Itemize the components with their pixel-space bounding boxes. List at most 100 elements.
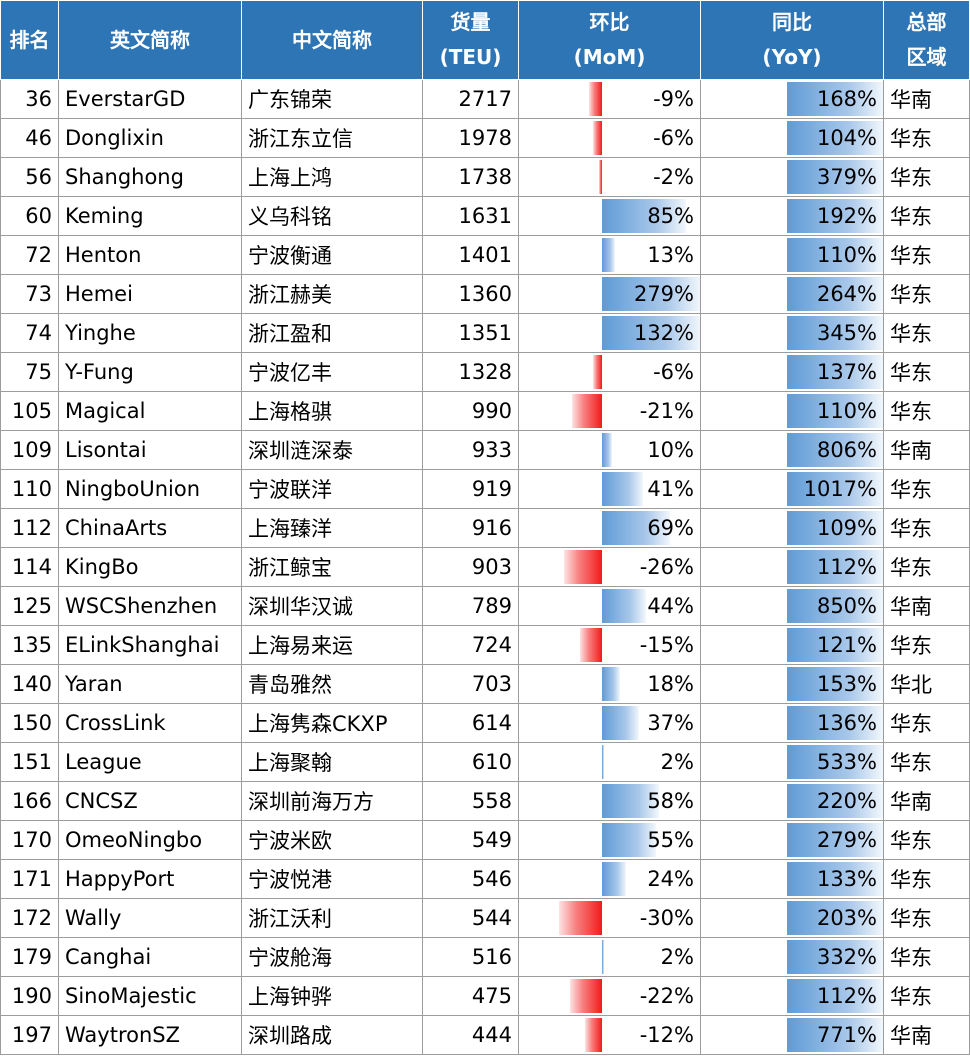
- volume-cell: 903: [422, 547, 519, 587]
- mom-cell: 18%: [518, 664, 701, 704]
- cn-name-cell: 浙江鲸宝: [241, 547, 423, 587]
- volume-cell: 933: [422, 430, 519, 470]
- rank-cell: 125: [0, 586, 59, 626]
- en-name-cell: WSCShenzhen: [58, 586, 242, 626]
- volume-cell: 1351: [422, 313, 519, 353]
- volume-cell: 1631: [422, 196, 519, 236]
- yoy-value: 1017%: [803, 477, 877, 501]
- table-row: 112 ChinaArts 上海臻洋 916 69% 109% 华东: [0, 508, 970, 548]
- mom-cell: -9%: [518, 79, 701, 119]
- table-row: 140 Yaran 青岛雅然 703 18% 153% 华北: [0, 664, 970, 704]
- mom-bar: [602, 784, 660, 818]
- yoy-cell: 112%: [700, 547, 884, 587]
- region-cell: 华东: [883, 118, 970, 158]
- yoy-bar: [787, 1018, 883, 1052]
- table-row: 179 Canghai 宁波舱海 516 2% 332% 华东: [0, 937, 970, 977]
- volume-cell: 916: [422, 508, 519, 548]
- volume-cell: 558: [422, 781, 519, 821]
- table-row: 172 Wally 浙江沃利 544 -30% 203% 华东: [0, 898, 970, 938]
- cn-name-cell: 宁波米欧: [241, 820, 423, 860]
- yoy-value: 850%: [816, 594, 877, 618]
- mom-bar: [602, 823, 657, 857]
- yoy-bar: [787, 589, 883, 623]
- mom-value: 44%: [647, 594, 694, 618]
- table-row: 72 Henton 宁波衡通 1401 13% 110% 华东: [0, 235, 970, 275]
- en-name-cell: Wally: [58, 898, 242, 938]
- yoy-cell: 1017%: [700, 469, 884, 509]
- cn-name-cell: 深圳前海万方: [241, 781, 423, 821]
- cn-name-cell: 上海钟骅: [241, 976, 423, 1016]
- yoy-cell: 112%: [700, 976, 884, 1016]
- yoy-cell: 136%: [700, 703, 884, 743]
- cn-name-cell: 宁波悦港: [241, 859, 423, 899]
- en-name-cell: EverstarGD: [58, 79, 242, 119]
- mom-value: -9%: [653, 87, 694, 111]
- rank-cell: 36: [0, 79, 59, 119]
- mom-bar: [570, 979, 602, 1013]
- yoy-value: 332%: [816, 945, 877, 969]
- yoy-value: 104%: [816, 126, 877, 150]
- mom-bar: [602, 199, 687, 233]
- yoy-value: 109%: [816, 516, 877, 540]
- mom-cell: 37%: [518, 703, 701, 743]
- rank-cell: 166: [0, 781, 59, 821]
- yoy-value: 136%: [816, 711, 877, 735]
- yoy-bar: [787, 784, 883, 818]
- en-name-cell: Lisontai: [58, 430, 242, 470]
- en-name-cell: WaytronSZ: [58, 1015, 242, 1055]
- cn-name-cell: 宁波舱海: [241, 937, 423, 977]
- table-row: 75 Y-Fung 宁波亿丰 1328 -6% 137% 华东: [0, 352, 970, 392]
- mom-cell: -12%: [518, 1015, 701, 1055]
- yoy-value: 771%: [816, 1023, 877, 1047]
- region-cell: 华东: [883, 898, 970, 938]
- mom-cell: -6%: [518, 352, 701, 392]
- mom-value: -30%: [639, 906, 694, 930]
- table-row: 125 WSCShenzhen 深圳华汉诚 789 44% 850% 华南: [0, 586, 970, 626]
- mom-cell: 24%: [518, 859, 701, 899]
- yoy-cell: 110%: [700, 235, 884, 275]
- region-cell: 华东: [883, 352, 970, 392]
- volume-cell: 789: [422, 586, 519, 626]
- table-row: 73 Hemei 浙江赫美 1360 279% 264% 华东: [0, 274, 970, 314]
- region-cell: 华南: [883, 430, 970, 470]
- table-row: 170 OmeoNingbo 宁波米欧 549 55% 279% 华东: [0, 820, 970, 860]
- volume-cell: 703: [422, 664, 519, 704]
- yoy-value: 112%: [816, 555, 877, 579]
- yoy-bar: [787, 745, 883, 779]
- mom-bar: [602, 238, 615, 272]
- cn-name-cell: 上海上鸿: [241, 157, 423, 197]
- region-cell: 华南: [883, 586, 970, 626]
- yoy-value: 192%: [816, 204, 877, 228]
- yoy-value: 112%: [816, 984, 877, 1008]
- mom-cell: -21%: [518, 391, 701, 431]
- yoy-bar: [787, 316, 883, 350]
- yoy-value: 264%: [816, 282, 877, 306]
- rank-cell: 197: [0, 1015, 59, 1055]
- mom-value: -6%: [653, 126, 694, 150]
- table-row: 46 Donglixin 浙江东立信 1978 -6% 104% 华东: [0, 118, 970, 158]
- yoy-cell: 264%: [700, 274, 884, 314]
- rank-cell: 112: [0, 508, 59, 548]
- mom-value: -2%: [653, 165, 694, 189]
- en-name-cell: Keming: [58, 196, 242, 236]
- table-row: 197 WaytronSZ 深圳路成 444 -12% 771% 华南: [0, 1015, 970, 1055]
- yoy-bar: [787, 355, 883, 389]
- cn-name-cell: 宁波联洋: [241, 469, 423, 509]
- mom-cell: 44%: [518, 586, 701, 626]
- yoy-cell: 109%: [700, 508, 884, 548]
- table-row: 114 KingBo 浙江鲸宝 903 -26% 112% 华东: [0, 547, 970, 587]
- yoy-cell: 771%: [700, 1015, 884, 1055]
- rank-cell: 75: [0, 352, 59, 392]
- volume-cell: 549: [422, 820, 519, 860]
- yoy-bar: [787, 706, 883, 740]
- rank-cell: 140: [0, 664, 59, 704]
- header-region: 总部 区域: [883, 0, 970, 80]
- header-mom: 环比 (MoM): [518, 0, 701, 80]
- en-name-cell: KingBo: [58, 547, 242, 587]
- region-cell: 华东: [883, 703, 970, 743]
- volume-cell: 990: [422, 391, 519, 431]
- mom-value: 55%: [647, 828, 694, 852]
- mom-bar: [593, 355, 602, 389]
- yoy-cell: 192%: [700, 196, 884, 236]
